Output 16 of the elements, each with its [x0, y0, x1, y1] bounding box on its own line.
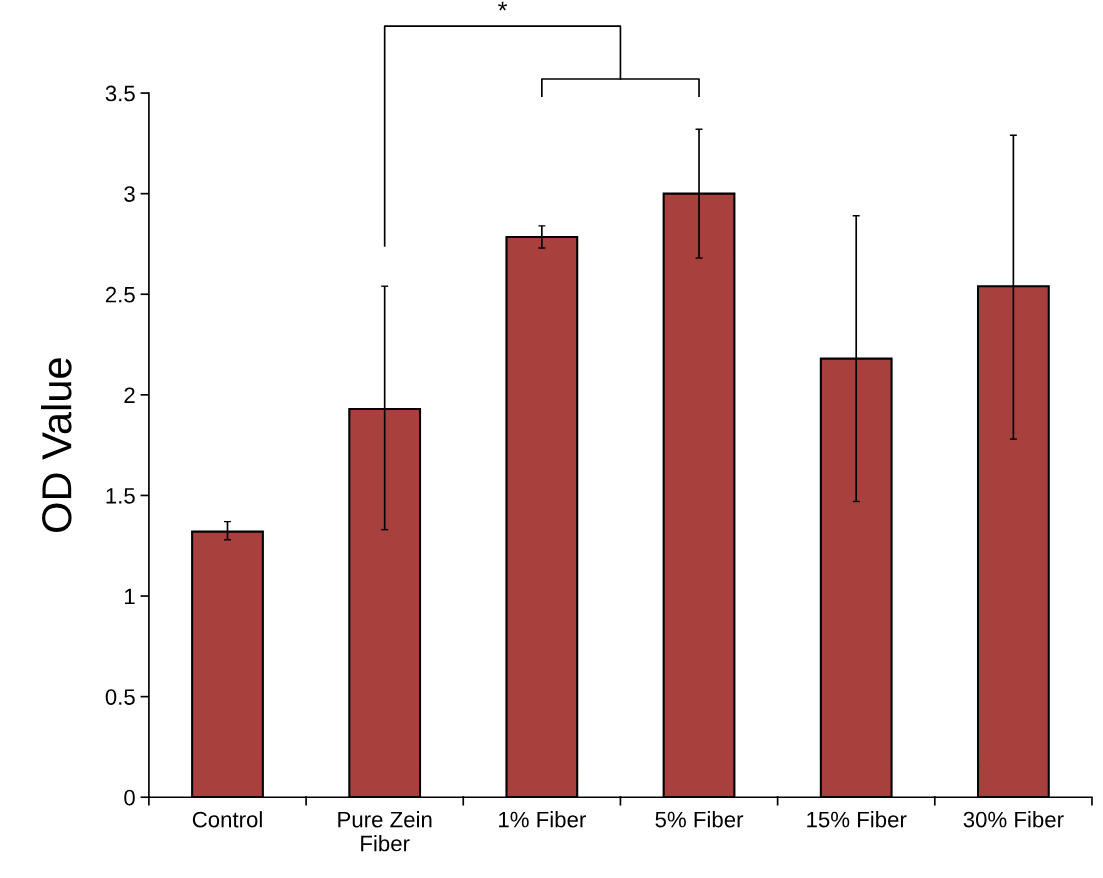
x-tick-label: 1% Fiber [499, 811, 586, 828]
x-tick-label: Control [192, 811, 262, 828]
y-tick-label: 3.5 [105, 85, 135, 102]
y-tick-label: 1.5 [106, 488, 135, 504]
y-tick-label: 2.5 [105, 286, 135, 303]
text: * [498, 1, 508, 11]
x-tick-label: 30% Fiber [963, 811, 1064, 828]
x-tick-label: Pure Zein Fiber [338, 811, 432, 852]
y-tick-label: 0 [124, 789, 135, 806]
y-tick-label: 3 [124, 186, 135, 202]
y-axis-title: OD Value [40, 358, 72, 532]
y-tick-label: 2 [124, 387, 135, 403]
y-tick-label: 1 [125, 588, 135, 605]
x-tick-label: 5% Fiber [655, 811, 744, 828]
x-tick-label: 15% Fiber [807, 811, 907, 828]
y-tick-label: 0.5 [105, 689, 135, 705]
